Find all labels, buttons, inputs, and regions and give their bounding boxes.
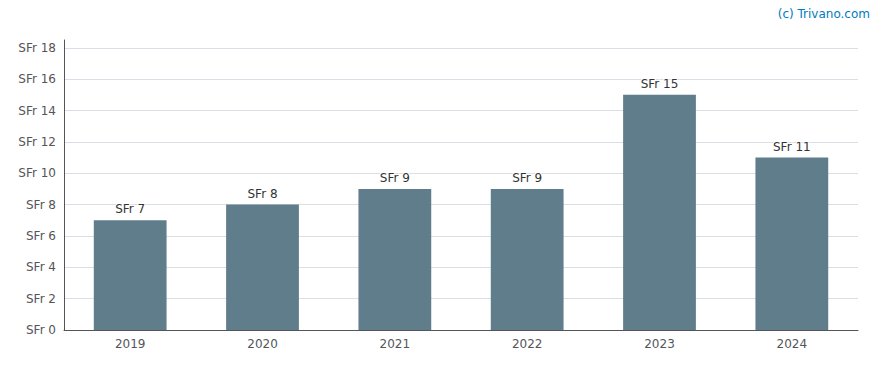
svg-text:SFr 10: SFr 10 xyxy=(18,166,56,180)
svg-text:SFr 0: SFr 0 xyxy=(26,323,56,337)
svg-text:SFr 2: SFr 2 xyxy=(26,292,56,306)
svg-text:2023: 2023 xyxy=(644,337,675,351)
svg-text:SFr 15: SFr 15 xyxy=(641,77,679,91)
svg-text:SFr 9: SFr 9 xyxy=(380,171,410,185)
svg-text:2019: 2019 xyxy=(115,337,146,351)
svg-text:(c) Trivano.com: (c) Trivano.com xyxy=(778,7,870,21)
svg-text:2024: 2024 xyxy=(777,337,808,351)
svg-text:SFr 14: SFr 14 xyxy=(18,104,56,118)
svg-text:2020: 2020 xyxy=(247,337,278,351)
svg-text:2022: 2022 xyxy=(512,337,543,351)
svg-text:SFr 4: SFr 4 xyxy=(26,260,56,274)
svg-text:SFr 16: SFr 16 xyxy=(18,72,56,86)
svg-text:SFr 7: SFr 7 xyxy=(115,202,145,216)
svg-text:SFr 11: SFr 11 xyxy=(773,140,811,154)
svg-text:SFr 8: SFr 8 xyxy=(26,198,56,212)
svg-text:SFr 9: SFr 9 xyxy=(512,171,542,185)
svg-text:2021: 2021 xyxy=(380,337,411,351)
svg-text:SFr 6: SFr 6 xyxy=(26,229,56,243)
svg-text:SFr 18: SFr 18 xyxy=(18,41,56,55)
svg-text:SFr 12: SFr 12 xyxy=(18,135,56,149)
svg-text:SFr 8: SFr 8 xyxy=(247,187,277,201)
